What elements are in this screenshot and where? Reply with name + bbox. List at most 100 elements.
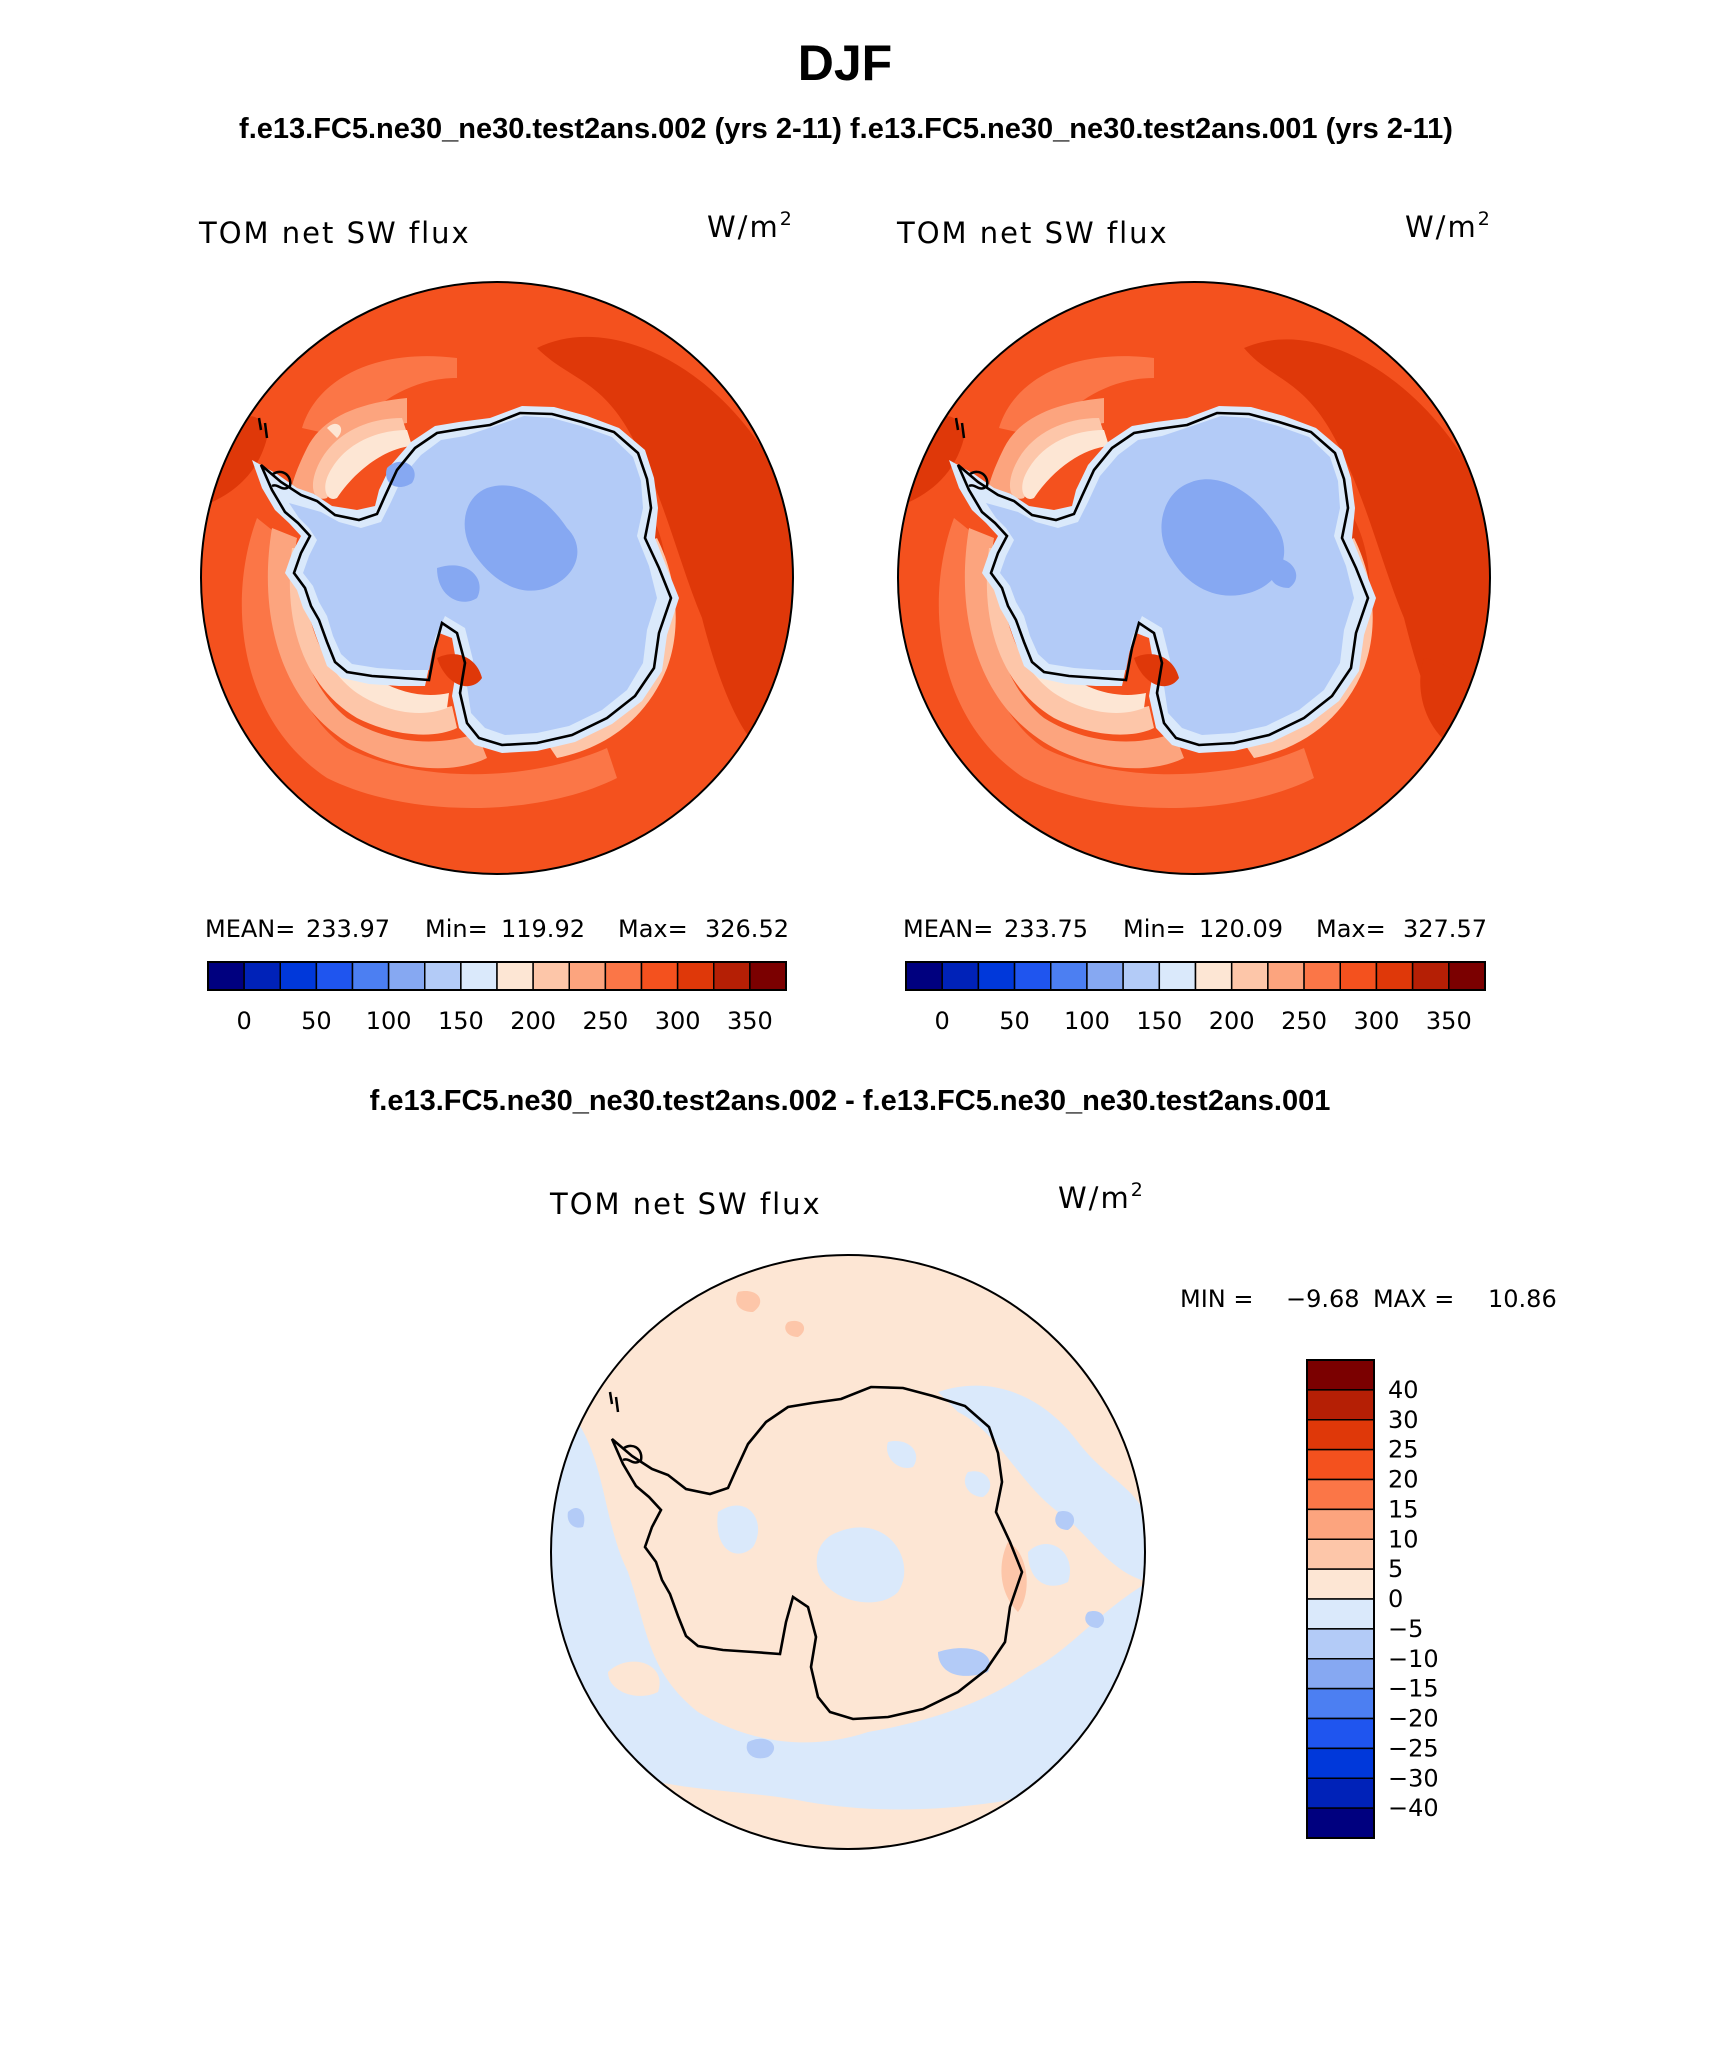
colorbar-swatch (1013, 961, 1052, 991)
panel-c-units-exp: 2 (1131, 1179, 1145, 1201)
panel-b-units: W/m2 (1405, 208, 1492, 244)
panel-b-max-value: 327.57 (1403, 915, 1487, 943)
colorbar-tick-label: −30 (1388, 1764, 1439, 1792)
panel-b-map (897, 281, 1491, 875)
colorbar-tick-label: 20 (1388, 1466, 1419, 1494)
panel-model-002: TOM net SW flux W/m2 (198, 208, 794, 1035)
colorbar-tick-label: 250 (582, 1007, 628, 1035)
colorbar-frame (207, 961, 787, 991)
panel-c-map (550, 1254, 1146, 1850)
panel-difference: f.e13.FC5.ne30_ne30.test2ans.002 - f.e13… (370, 1085, 1557, 1850)
colorbar-swatch (1411, 961, 1450, 991)
colorbar-frame (1306, 1359, 1375, 1839)
colorbar-swatch (315, 961, 354, 991)
colorbar-tick-label: 40 (1388, 1376, 1419, 1404)
colorbar-tick-label: 50 (301, 1007, 332, 1035)
colorbar-tick-label: −5 (1388, 1615, 1423, 1643)
colorbar-swatch (1448, 961, 1486, 991)
colorbar-tick-label: 200 (510, 1007, 556, 1035)
colorbar-tick-label: −25 (1388, 1734, 1439, 1762)
colorbar-swatch (749, 961, 787, 991)
panel-c-variable-label: TOM net SW flux (549, 1187, 822, 1221)
colorbar-tick-label: 100 (366, 1007, 412, 1035)
panel-b-max-label: Max= (1316, 915, 1386, 943)
colorbar-tick-label: 5 (1388, 1555, 1403, 1583)
colorbar-swatch (1306, 1389, 1375, 1421)
panel-a-units-exp: 2 (780, 208, 794, 230)
colorbar-swatch (1306, 1598, 1375, 1630)
panel-c-max-label: MAX = (1373, 1285, 1454, 1313)
colorbar-tick-label: 150 (438, 1007, 484, 1035)
colorbar-swatch (1306, 1717, 1375, 1750)
panel-model-001: TOM net SW flux W/m2 (896, 208, 1492, 1035)
panel-b-units-base: W/m (1405, 210, 1478, 244)
panel-a-units: W/m2 (707, 208, 794, 244)
colorbar-tick-label: 15 (1388, 1495, 1419, 1523)
colorbar-swatch (1306, 1568, 1375, 1600)
colorbar-tick-label: 100 (1064, 1007, 1110, 1035)
colorbar-swatch (243, 961, 281, 991)
colorbar-tick-label: 30 (1388, 1406, 1419, 1434)
panel-b-min-value: 120.09 (1199, 915, 1283, 943)
colorbar-swatch (941, 961, 980, 991)
difference-title: f.e13.FC5.ne30_ne30.test2ans.002 - f.e13… (370, 1085, 1331, 1117)
colorbar-swatch (207, 961, 245, 991)
colorbar-swatch (676, 961, 715, 991)
colorbar-swatch (713, 961, 751, 991)
colorbar-tick-label: −20 (1388, 1705, 1439, 1733)
colorbar-swatch (1306, 1419, 1375, 1451)
colorbar-swatch (1050, 961, 1088, 991)
panel-a-min-label: Min= (425, 915, 488, 943)
colorbar-swatch (1306, 1359, 1375, 1391)
panel-a-mean-label: MEAN= (205, 915, 295, 943)
colorbar-tick-label: 300 (1354, 1007, 1400, 1035)
colorbar-swatch (1306, 1777, 1375, 1809)
colorbar-tick-label: −10 (1388, 1645, 1439, 1673)
panel-a-max-label: Max= (618, 915, 688, 943)
colorbar-tick-label: 350 (727, 1007, 773, 1035)
colorbar-tick-label: 150 (1136, 1007, 1182, 1035)
panel-a-variable-label: TOM net SW flux (198, 216, 471, 250)
colorbar-swatch (1194, 961, 1233, 991)
colorbar-tick-label: 350 (1426, 1007, 1472, 1035)
panel-b-variable-label: TOM net SW flux (896, 216, 1169, 250)
colorbar-swatch (1306, 1687, 1375, 1720)
panel-b-mean-value: 233.75 (1004, 915, 1088, 943)
colorbar-swatch (1306, 1807, 1375, 1839)
panel-a-colorbar: 0 50 100 150 200 250 300 350 (207, 961, 787, 1035)
colorbar-tick-label: 300 (655, 1007, 701, 1035)
colorbar-swatch (1158, 961, 1197, 991)
panel-c-units-base: W/m (1058, 1181, 1131, 1215)
figure-title: DJF (798, 35, 892, 91)
colorbar-swatch (1375, 961, 1414, 991)
panel-c-max-value: 10.86 (1488, 1285, 1557, 1313)
panel-b-min-label: Min= (1123, 915, 1186, 943)
colorbar-tick-label: 0 (236, 1007, 251, 1035)
colorbar-swatch (1086, 961, 1124, 991)
panel-b-units-exp: 2 (1478, 208, 1492, 230)
panel-c-stats: MIN = −9.68 MAX = 10.86 (1180, 1285, 1557, 1313)
colorbar-swatch (604, 961, 643, 991)
colorbar-swatch (1339, 961, 1378, 991)
colorbar-swatch (977, 961, 1016, 991)
colorbar-swatch (351, 961, 390, 991)
colorbar-swatch (1306, 1448, 1375, 1481)
colorbar-tick-label: 0 (1388, 1585, 1403, 1613)
colorbar-swatch (496, 961, 534, 991)
colorbar-swatch (279, 961, 318, 991)
colorbar-swatch (460, 961, 498, 991)
panel-a-units-base: W/m (707, 210, 780, 244)
colorbar-tick-label: 25 (1388, 1436, 1419, 1464)
colorbar-swatch (1306, 1538, 1375, 1570)
colorbar-swatch (1306, 1658, 1375, 1690)
colorbar-tick-label: −15 (1388, 1675, 1439, 1703)
panel-a-max-value: 326.52 (705, 915, 789, 943)
colorbar-swatch (1122, 961, 1161, 991)
colorbar-swatch (640, 961, 679, 991)
colorbar-swatch (424, 961, 462, 991)
colorbar-tick-label: 200 (1209, 1007, 1255, 1035)
panel-b-colorbar: 0 50 100 150 200 250 300 350 (905, 961, 1486, 1035)
panel-c-min-value: −9.68 (1286, 1285, 1360, 1313)
colorbar-swatch (1306, 1478, 1375, 1511)
